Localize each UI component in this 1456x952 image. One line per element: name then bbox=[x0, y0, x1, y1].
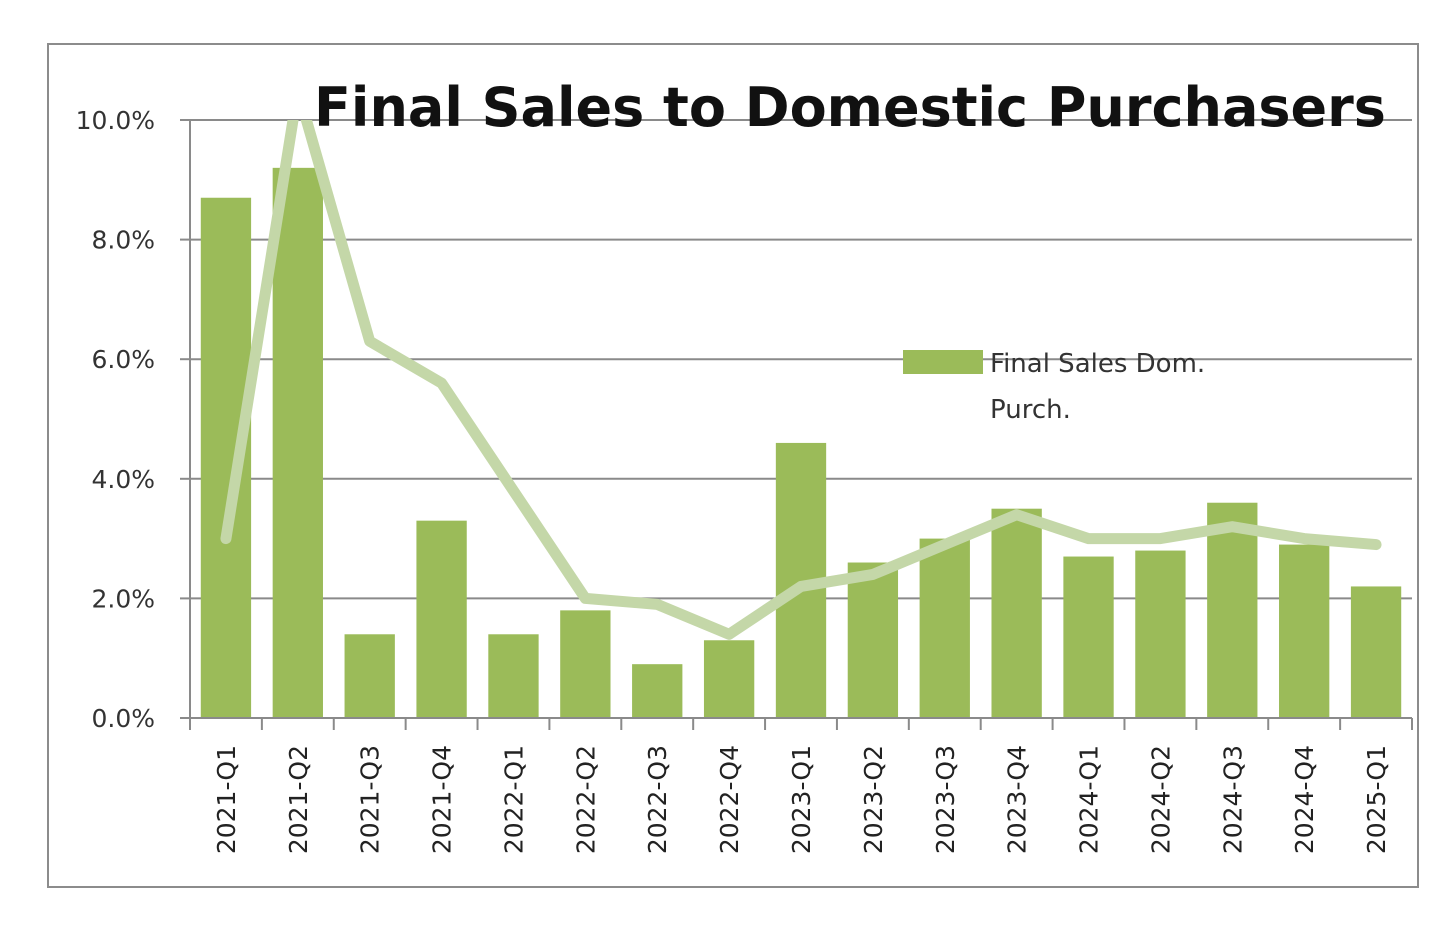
line-series-path bbox=[220, 120, 1382, 640]
x-tick-label: 2021-Q2 bbox=[284, 745, 313, 854]
y-tick-label: 4.0% bbox=[91, 465, 155, 494]
y-tick-label: 0.0% bbox=[91, 704, 155, 733]
x-tick-label: 2024-Q4 bbox=[1290, 745, 1319, 854]
bar bbox=[1135, 550, 1186, 718]
legend-label-line2: Purch. bbox=[990, 395, 1071, 425]
bar bbox=[1279, 544, 1330, 718]
legend: Final Sales Dom. Purch. bbox=[903, 349, 1205, 425]
x-tick-label: 2024-Q3 bbox=[1218, 745, 1247, 854]
bar bbox=[272, 167, 323, 719]
legend-swatch bbox=[903, 350, 983, 374]
x-tick-label: 2022-Q2 bbox=[571, 745, 600, 854]
axes bbox=[180, 120, 1413, 730]
x-tick-label: 2022-Q3 bbox=[643, 745, 672, 854]
legend-label-line1: Final Sales Dom. bbox=[990, 349, 1205, 379]
x-tick-label: 2021-Q3 bbox=[356, 745, 385, 854]
x-tick-labels: 2021-Q1 2021-Q2 2021-Q3 2021-Q4 2022-Q1 2022-… bbox=[212, 745, 1391, 854]
x-tick-label: 2021-Q1 bbox=[212, 745, 241, 854]
bar bbox=[1207, 502, 1258, 718]
bar bbox=[847, 562, 899, 718]
bar bbox=[1350, 586, 1402, 718]
y-tick-label: 2.0% bbox=[91, 584, 155, 613]
x-tick-label: 2024-Q1 bbox=[1075, 745, 1104, 854]
y-tick-label: 6.0% bbox=[91, 345, 155, 374]
line-series bbox=[220, 120, 1382, 640]
x-tick-label: 2022-Q4 bbox=[715, 745, 744, 854]
bar bbox=[1063, 556, 1114, 718]
y-tick-label: 10.0% bbox=[76, 106, 155, 135]
bar-series bbox=[200, 167, 1402, 719]
x-tick-label: 2022-Q1 bbox=[499, 745, 528, 854]
x-tick-label: 2024-Q2 bbox=[1146, 745, 1175, 854]
bar bbox=[919, 538, 970, 718]
bar bbox=[991, 508, 1042, 718]
x-tick-label: 2023-Q1 bbox=[787, 745, 816, 854]
x-tick-label: 2023-Q2 bbox=[859, 745, 888, 854]
bar bbox=[344, 634, 395, 718]
x-tick-label: 2021-Q4 bbox=[428, 745, 457, 854]
x-tick-label: 2023-Q4 bbox=[1003, 745, 1032, 854]
bar bbox=[632, 664, 683, 718]
x-tick-label: 2023-Q3 bbox=[931, 745, 960, 854]
x-tick-label: 2025-Q1 bbox=[1362, 745, 1391, 854]
bar bbox=[488, 634, 539, 718]
y-tick-label: 8.0% bbox=[91, 226, 155, 255]
bar bbox=[703, 640, 755, 718]
bar bbox=[560, 610, 611, 718]
chart-title: Final Sales to Domestic Purchasers bbox=[314, 76, 1386, 139]
y-tick-labels: 0.0% 2.0% 4.0% 6.0% 8.0% 10.0% bbox=[76, 106, 155, 733]
bar bbox=[416, 520, 467, 718]
